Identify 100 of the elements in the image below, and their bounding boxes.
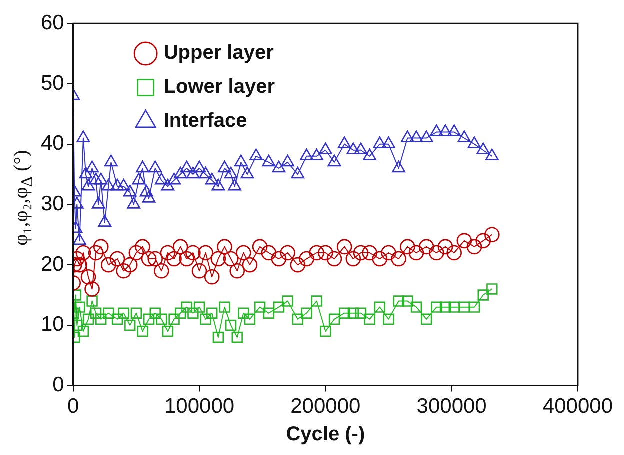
point — [438, 239, 454, 255]
point — [93, 239, 109, 255]
point — [166, 251, 182, 267]
point — [353, 245, 369, 261]
point — [446, 245, 462, 261]
point — [84, 282, 100, 297]
point — [86, 296, 98, 307]
point — [137, 326, 148, 338]
point — [429, 245, 444, 261]
point — [242, 257, 258, 273]
point — [110, 251, 126, 267]
point — [468, 302, 480, 313]
point — [212, 332, 224, 344]
point — [271, 251, 287, 267]
point — [186, 245, 201, 261]
point — [381, 245, 396, 261]
point — [118, 308, 130, 319]
point — [135, 239, 150, 255]
point — [230, 263, 246, 279]
point — [78, 326, 90, 338]
point — [338, 308, 350, 319]
point — [311, 296, 322, 307]
y-tick-label: 40 — [41, 132, 64, 156]
point — [219, 302, 230, 313]
point — [192, 263, 208, 279]
point — [200, 314, 212, 325]
x-tick-label: 200000 — [290, 395, 361, 418]
x-tick-label: 400000 — [542, 395, 613, 418]
point — [150, 308, 161, 319]
x-tick-label: 100000 — [164, 395, 235, 418]
point — [217, 239, 232, 255]
point — [96, 314, 107, 325]
y-tick-label: 10 — [41, 313, 64, 336]
point — [309, 245, 324, 261]
point — [320, 326, 332, 338]
point — [391, 251, 406, 267]
point — [156, 314, 168, 325]
point — [124, 320, 136, 332]
point — [128, 245, 144, 261]
point — [383, 314, 394, 325]
point — [206, 308, 218, 319]
legend-label: Interface — [164, 110, 248, 132]
point — [174, 308, 186, 319]
point — [160, 245, 176, 261]
point — [116, 263, 132, 279]
point — [154, 263, 170, 279]
point — [168, 314, 180, 325]
point — [225, 320, 237, 332]
point — [204, 269, 220, 285]
point — [408, 245, 424, 261]
point — [410, 302, 422, 313]
point — [210, 251, 226, 267]
point — [402, 296, 414, 307]
point — [318, 245, 334, 261]
point — [336, 239, 352, 255]
point — [148, 251, 164, 267]
point — [393, 296, 404, 307]
point — [82, 314, 94, 325]
point — [76, 245, 92, 261]
point — [280, 245, 296, 261]
point — [74, 302, 86, 313]
point — [400, 239, 416, 255]
point — [130, 308, 142, 319]
point — [420, 314, 432, 325]
point — [456, 233, 472, 249]
point — [198, 245, 214, 261]
point — [484, 227, 500, 243]
point — [254, 302, 266, 313]
point — [364, 314, 376, 325]
point — [172, 239, 188, 255]
x-tick-label: 300000 — [416, 395, 487, 418]
point — [355, 308, 367, 319]
point — [194, 302, 206, 313]
point — [440, 302, 452, 313]
point — [232, 332, 243, 344]
point — [122, 257, 138, 273]
point — [73, 257, 88, 273]
point — [223, 251, 239, 267]
point — [328, 314, 340, 325]
point — [238, 308, 250, 319]
point — [261, 245, 277, 261]
point — [282, 296, 294, 307]
x-tick-label: 0 — [68, 395, 80, 418]
legend-label: Upper layer — [164, 42, 274, 64]
point — [252, 239, 268, 255]
point — [478, 290, 489, 301]
legend-label: Lower layer — [164, 76, 276, 98]
point — [301, 308, 312, 319]
point — [476, 233, 491, 249]
point — [236, 245, 252, 261]
point — [244, 314, 256, 325]
point — [418, 239, 434, 255]
point — [346, 251, 362, 267]
y-tick-label: 20 — [41, 252, 64, 276]
y-tick-label: 30 — [41, 192, 64, 216]
point — [188, 308, 199, 319]
y-tick-label: 0 — [52, 374, 64, 397]
point — [431, 302, 442, 313]
point — [362, 245, 378, 261]
point — [112, 314, 124, 325]
